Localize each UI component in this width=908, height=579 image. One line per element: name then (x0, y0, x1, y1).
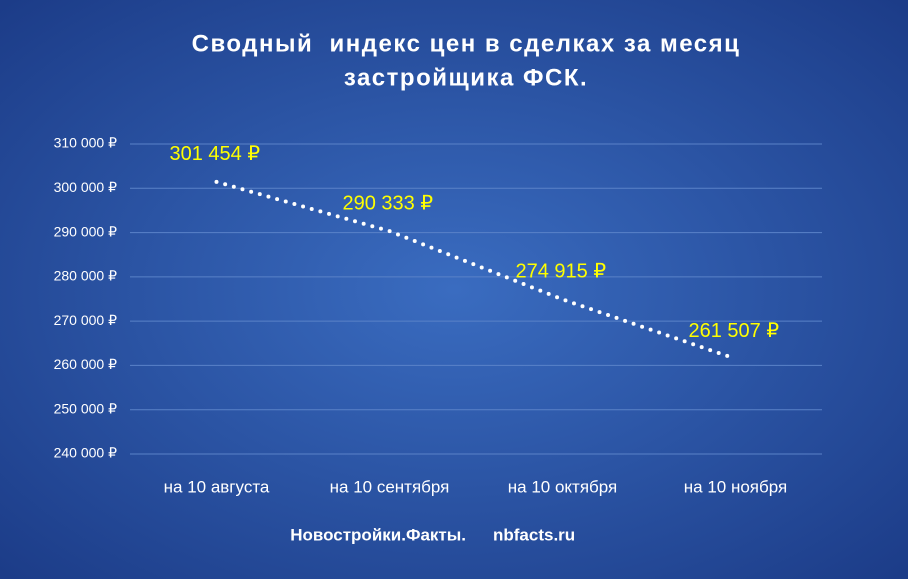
y-tick-label: 240 000 ₽ (54, 445, 117, 461)
value-label: 301 454 ₽ (170, 143, 261, 165)
y-tick-label: 300 000 ₽ (54, 179, 117, 195)
chart-title: Сводный индекс цен в сделках за месяц (192, 30, 741, 57)
y-tick-label: 280 000 ₽ (54, 268, 117, 284)
value-label: 274 915 ₽ (516, 261, 607, 283)
chart-title: застройщика ФСК. (344, 64, 588, 91)
value-label: 290 333 ₽ (343, 192, 434, 214)
value-label: 261 507 ₽ (689, 320, 780, 342)
x-tick-label: на 10 октября (508, 477, 617, 496)
y-tick-label: 260 000 ₽ (54, 356, 117, 372)
line (214, 179, 738, 361)
x-tick-label: на 10 ноября (684, 477, 787, 496)
footer-source: Новостройки.Факты. (290, 525, 466, 544)
x-tick-label: на 10 сентября (330, 477, 450, 496)
y-tick-label: 290 000 ₽ (54, 223, 117, 239)
y-tick-label: 270 000 ₽ (54, 312, 117, 328)
x-tick-label: на 10 августа (164, 477, 270, 496)
y-tick-label: 310 000 ₽ (54, 135, 117, 151)
footer-site: nbfacts.ru (493, 525, 575, 544)
y-tick-label: 250 000 ₽ (54, 400, 117, 416)
